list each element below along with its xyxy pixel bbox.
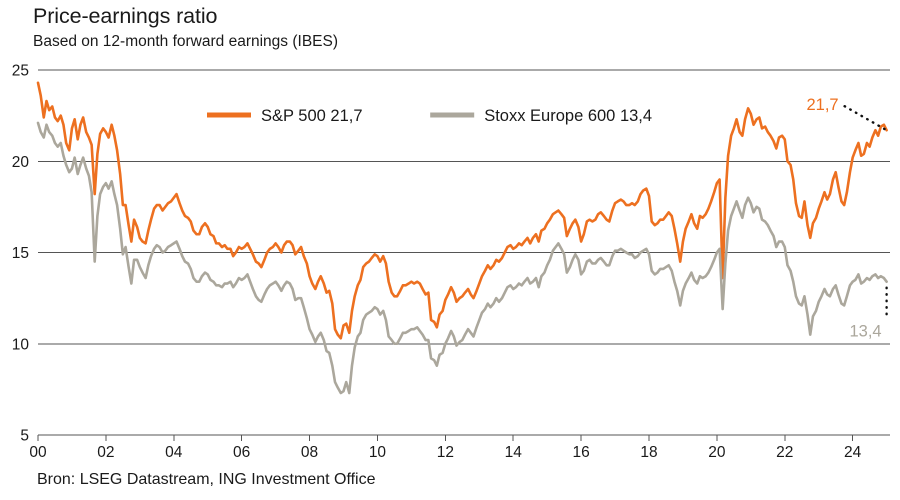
page-title: Price-earnings ratio <box>33 4 218 28</box>
series-lines <box>36 81 888 395</box>
x-tick-label-08: 08 <box>301 444 318 461</box>
y-axis-tick-labels: 5 10 15 20 25 <box>12 63 30 445</box>
page-subtitle: Based on 12-month forward earnings (IBES… <box>33 33 338 50</box>
legend-label-1: Stoxx Europe 600 13,4 <box>484 107 652 125</box>
x-tick-label-16: 16 <box>572 444 589 461</box>
x-tick-label-24: 24 <box>844 444 862 461</box>
leader-line-sp500 <box>843 105 888 132</box>
series-line-stoxx-europe-600 <box>36 121 888 395</box>
x-tick-label-22: 22 <box>776 444 793 461</box>
sp500-end-label: 21,7 <box>806 96 838 114</box>
x-tick-label-20: 20 <box>708 444 726 461</box>
leader-lines <box>843 105 888 319</box>
x-tick-label-18: 18 <box>640 444 657 461</box>
stoxx-end-label: 13,4 <box>849 323 881 341</box>
x-tick-label-02: 02 <box>97 444 114 461</box>
source-note: Bron: LSEG Datastream, ING Investment Of… <box>37 471 376 488</box>
series-line-s-p-500 <box>36 81 888 340</box>
x-axis-ticks <box>37 435 854 441</box>
y-tick-label-15: 15 <box>12 245 29 262</box>
y-tick-label-20: 20 <box>12 154 30 171</box>
x-axis-tick-labels: 00 02 04 06 08 10 12 14 16 18 20 22 24 <box>29 444 861 461</box>
x-tick-label-12: 12 <box>437 444 454 461</box>
x-tick-label-06: 06 <box>233 444 250 461</box>
x-tick-label-00: 00 <box>29 444 47 461</box>
gridlines <box>38 69 890 436</box>
y-tick-label-10: 10 <box>12 336 30 353</box>
legend-label-0: S&P 500 21,7 <box>261 107 363 125</box>
chart-legend: S&P 500 21,7 Stoxx Europe 600 13,4 <box>207 107 652 125</box>
end-value-labels: 21,7 13,4 <box>806 96 881 340</box>
y-tick-label-5: 5 <box>20 428 29 445</box>
x-tick-label-14: 14 <box>505 444 523 461</box>
y-tick-label-25: 25 <box>12 63 29 80</box>
x-tick-label-04: 04 <box>165 444 183 461</box>
x-tick-label-10: 10 <box>369 444 387 461</box>
